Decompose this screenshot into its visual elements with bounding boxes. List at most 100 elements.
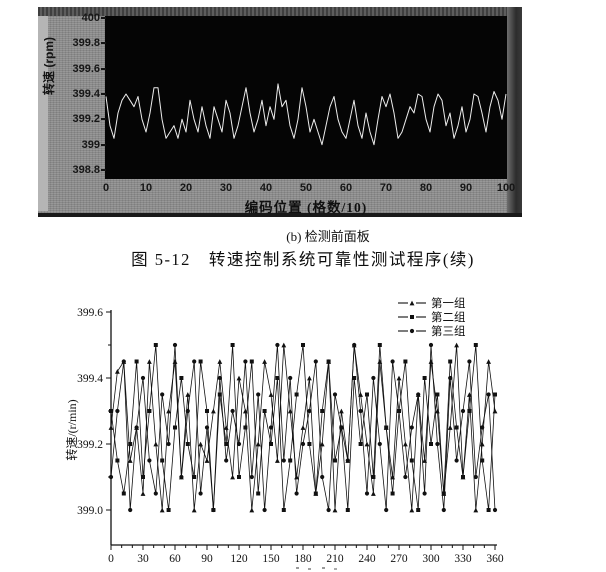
x-tick-label: 60 [169,553,181,565]
chart-y-axis-title: 转速/(r/min) [64,399,79,460]
y-tick-label: 399.2 [77,439,103,451]
circle-marker [185,408,190,414]
triangle-marker [287,408,293,414]
x-tick-label: 270 [390,553,408,565]
front-panel-y-tick [101,42,106,45]
triangle-marker [255,441,261,447]
front-panel-trace [105,83,507,146]
triangle-marker [473,507,479,513]
circle-marker [108,474,114,480]
triangle-marker [492,408,498,414]
circle-marker [198,491,203,496]
triangle-marker [159,507,165,513]
square-marker [115,458,120,463]
circle-marker [364,491,370,496]
circle-marker [128,507,133,513]
legend-label: 第三组 [431,324,466,338]
front-panel-x-tick-label: 30 [219,182,233,194]
circle-marker [288,375,293,381]
square-marker [377,343,382,347]
square-marker [461,475,465,479]
triangle-marker [115,369,120,374]
y-tick-label: 399.4 [77,373,103,385]
front-panel-x-tick-label: 0 [102,182,110,194]
square-marker [313,491,318,496]
triangle-marker [428,359,434,364]
front-panel-y-tick [101,118,106,121]
legend-item-3: 第三组 [398,324,466,338]
circle-marker [294,491,299,496]
square-marker [307,442,312,446]
circle-marker [192,359,197,364]
circle-marker [134,425,139,430]
square-marker [441,491,446,496]
square-marker [403,359,408,364]
square-marker [185,442,190,446]
circle-marker [326,507,331,513]
square-marker [198,359,203,364]
triangle-marker [364,441,370,447]
square-marker [358,442,363,446]
circle-marker [435,441,440,447]
circle-marker [428,342,434,348]
square-marker [205,409,209,413]
circle-marker [332,392,338,397]
triangle-marker [262,359,267,364]
circle-marker [313,359,318,364]
square-marker [371,475,376,479]
square-marker [160,458,165,463]
panel-bottom-border [38,213,522,217]
front-panel-y-tick-label: 400 [81,12,100,24]
circle-marker [140,375,146,381]
circle-marker [268,425,274,430]
square-marker [345,508,350,512]
y-tick-label: 399.6 [77,307,103,319]
square-marker [249,359,254,364]
circle-marker [121,359,126,364]
triangle-marker [409,300,415,306]
square-marker [486,508,491,512]
circle-marker [281,458,286,463]
triangle-marker [486,359,491,364]
y-tick-label: 399.0 [77,505,103,517]
circle-marker [262,507,267,513]
front-panel-y-tick [101,67,106,70]
front-panel-y-tick-label: 399.2 [72,113,100,126]
square-marker [409,458,414,463]
front-panel-x-tick-label: 50 [299,182,313,194]
square-marker [173,425,177,430]
front-panel-y-tick [101,93,106,95]
circle-marker [492,507,498,513]
triangle-marker [191,507,197,513]
front-panel-x-tick-label: 20 [179,182,193,194]
circle-marker [307,408,312,414]
circle-marker [409,328,415,334]
panel-right-border [507,7,522,217]
square-marker [390,491,395,496]
triangle-marker [217,359,223,364]
square-marker [384,425,389,430]
circle-marker [390,359,395,364]
square-marker [365,392,369,397]
circle-marker [460,408,466,414]
square-marker [467,409,472,413]
circle-marker [243,359,248,364]
circle-marker [115,408,120,414]
triangle-marker [249,507,255,513]
square-marker [179,376,184,380]
square-marker [435,392,440,397]
front-panel-y-tick-label: 398.8 [72,164,100,176]
x-tick-label: 30 [137,553,149,565]
square-marker [121,491,126,496]
square-marker [109,409,113,413]
panel-top-border [38,7,522,16]
triangle-marker [147,359,152,364]
front-panel-x-tick-label: 10 [139,182,153,194]
circle-marker [371,375,376,381]
square-marker [448,359,453,364]
reliability-test-chart: 0 30 60 90 120 150 180 210 240 270 300 330 360 399.0 3… [64,296,504,565]
x-tick-label: 240 [358,553,376,565]
triangle-marker [108,425,114,430]
square-marker [429,442,433,446]
